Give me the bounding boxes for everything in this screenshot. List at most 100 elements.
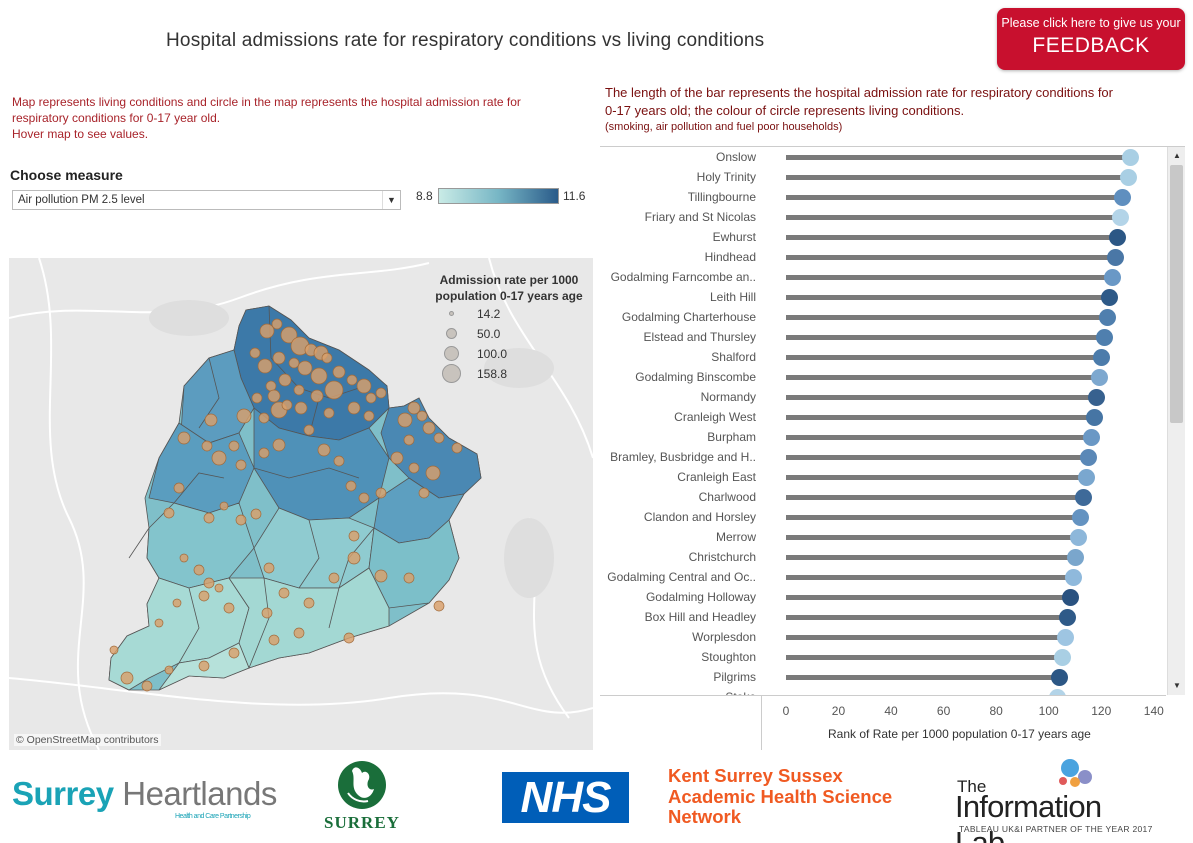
bar-dot[interactable] [1085, 409, 1103, 426]
bar[interactable] [786, 475, 1086, 480]
bar-row[interactable]: Elstead and Thursley [600, 327, 1166, 347]
bar-dot[interactable] [1075, 489, 1093, 506]
bar[interactable] [786, 595, 1070, 600]
bar-row[interactable]: Box Hill and Headley [600, 607, 1166, 627]
bar-dot[interactable] [1054, 649, 1071, 666]
bar-row[interactable]: Leith Hill [600, 287, 1166, 307]
x-tick-label: 100 [1038, 704, 1059, 718]
bar-row[interactable]: Charlwood [600, 487, 1166, 507]
bar-chart[interactable]: Onslow Holy Trinity Tillingbourne Friary an… [600, 147, 1166, 695]
bar-dot[interactable] [1077, 469, 1095, 486]
scrollbar-thumb[interactable] [1170, 165, 1183, 423]
bar[interactable] [786, 195, 1123, 200]
bar[interactable] [786, 175, 1128, 180]
bar-row[interactable]: Onslow [600, 147, 1166, 167]
bar[interactable] [786, 435, 1091, 440]
bar-dot[interactable] [1114, 189, 1132, 206]
bar-dot[interactable] [1103, 269, 1121, 286]
bar[interactable] [786, 275, 1112, 280]
feedback-button[interactable]: Please click here to give us your FEEDBA… [997, 8, 1185, 70]
map-canvas[interactable] [9, 258, 593, 750]
bar-row[interactable]: Ewhurst [600, 227, 1166, 247]
bar-row[interactable]: Cranleigh East [600, 467, 1166, 487]
bar-row[interactable]: Cranleigh West [600, 407, 1166, 427]
bar[interactable] [786, 415, 1094, 420]
bar-row[interactable]: Godalming Central and Oc.. [600, 567, 1166, 587]
measure-dropdown[interactable]: Air pollution PM 2.5 level ▼ [12, 190, 401, 210]
bar-dot[interactable] [1061, 589, 1079, 606]
bar-dot[interactable] [1059, 609, 1077, 626]
scroll-down-icon[interactable]: ▼ [1173, 681, 1181, 690]
kss-ahsn-logo: Kent Surrey Sussex Academic Health Scien… [668, 765, 892, 828]
bar-row[interactable]: Worplesdon [600, 627, 1166, 647]
bar[interactable] [786, 355, 1102, 360]
bar-row[interactable]: Clandon and Horsley [600, 507, 1166, 527]
bar-row[interactable]: Merrow [600, 527, 1166, 547]
bar-dot[interactable] [1098, 309, 1116, 326]
bar-dot[interactable] [1064, 569, 1082, 586]
bar-dot[interactable] [1096, 329, 1114, 346]
map-attribution[interactable]: © OpenStreetMap contributors [14, 734, 161, 746]
bar-row[interactable]: Tillingbourne [600, 187, 1166, 207]
bar-row[interactable]: Godalming Farncombe an.. [600, 267, 1166, 287]
bar-dot[interactable] [1119, 169, 1137, 186]
bar-row[interactable]: Shalford [600, 347, 1166, 367]
bar-row[interactable]: Godalming Binscombe [600, 367, 1166, 387]
bar[interactable] [786, 375, 1099, 380]
bar-dot[interactable] [1080, 449, 1098, 466]
bar-row[interactable]: Stoughton [600, 647, 1166, 667]
bar-row[interactable]: Holy Trinity [600, 167, 1166, 187]
bar-row[interactable]: Friary and St Nicolas [600, 207, 1166, 227]
bar-dot[interactable] [1122, 149, 1140, 166]
bar-dot[interactable] [1069, 529, 1087, 546]
bar[interactable] [786, 615, 1068, 620]
size-legend-row: 50.0 [429, 324, 589, 344]
bar[interactable] [786, 575, 1073, 580]
chevron-down-icon[interactable]: ▼ [382, 191, 400, 209]
bar-dot[interactable] [1101, 289, 1119, 306]
scroll-up-icon[interactable]: ▲ [1173, 151, 1181, 160]
size-legend-value: 14.2 [477, 307, 501, 321]
bar[interactable] [786, 655, 1062, 660]
bar-row[interactable]: Stoke [600, 687, 1166, 695]
bar-dot[interactable] [1082, 429, 1100, 446]
surrey-county-logo: SURREY [322, 757, 402, 835]
bar[interactable] [786, 315, 1107, 320]
bar[interactable] [786, 295, 1110, 300]
bar-row[interactable]: Pilgrims [600, 667, 1166, 687]
bar[interactable] [786, 495, 1084, 500]
bar-row[interactable]: Normandy [600, 387, 1166, 407]
bar[interactable] [786, 215, 1120, 220]
bar[interactable] [786, 395, 1097, 400]
bar-dot[interactable] [1067, 549, 1085, 566]
bar[interactable] [786, 455, 1089, 460]
bar[interactable] [786, 155, 1131, 160]
bar-dot[interactable] [1109, 229, 1127, 246]
bar[interactable] [786, 555, 1076, 560]
bar-dot[interactable] [1051, 669, 1069, 686]
bar-dot[interactable] [1111, 209, 1129, 226]
bar-dot[interactable] [1072, 509, 1090, 526]
bar[interactable] [786, 235, 1118, 240]
chart-scrollbar[interactable]: ▲ ▼ [1167, 147, 1185, 695]
bar-row[interactable]: Godalming Charterhouse [600, 307, 1166, 327]
bar-row[interactable]: Hindhead [600, 247, 1166, 267]
surrey-map[interactable]: Admission rate per 1000 population 0-17 … [9, 258, 593, 750]
bar-row[interactable]: Bramley, Busbridge and H.. [600, 447, 1166, 467]
bar[interactable] [786, 635, 1065, 640]
bar[interactable] [786, 335, 1105, 340]
bar-dot[interactable] [1093, 349, 1111, 366]
bar-dot[interactable] [1056, 629, 1074, 646]
bar-dot[interactable] [1088, 389, 1106, 406]
bar[interactable] [786, 535, 1078, 540]
bar[interactable] [786, 675, 1060, 680]
bar[interactable] [786, 515, 1081, 520]
bar-dot[interactable] [1048, 689, 1066, 695]
bar-row[interactable]: Christchurch [600, 547, 1166, 567]
bar-row[interactable]: Burpham [600, 427, 1166, 447]
bar-category-label: Burpham [707, 430, 756, 444]
bar-row[interactable]: Godalming Holloway [600, 587, 1166, 607]
bar-dot[interactable] [1106, 249, 1124, 266]
bar[interactable] [786, 255, 1115, 260]
bar-dot[interactable] [1090, 369, 1108, 386]
